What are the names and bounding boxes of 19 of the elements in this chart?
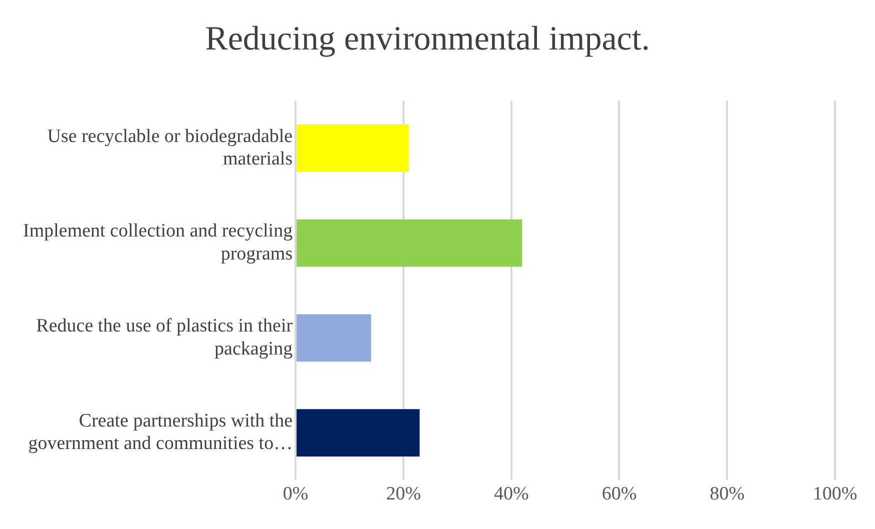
category-label: Implement collection and recycling [22,220,293,242]
x-tick-label: 100% [812,484,858,505]
x-tick-label: 40% [494,484,529,505]
category-label: Use recyclable or biodegradable [47,126,293,147]
category-label: government and communities to… [28,433,293,454]
bar [296,314,372,362]
bar [296,409,420,456]
x-tick-label: 20% [386,484,422,505]
category-label: materials [222,148,293,170]
category-label: Reduce the use of plastics in their [36,316,293,337]
category-label: packaging [214,338,293,360]
category-label: programs [220,243,293,264]
x-tick-label: 80% [710,484,745,505]
x-tick-label: 0% [282,484,308,505]
bar [296,219,522,267]
chart-title: Reducing environmental impact. [205,20,650,58]
bar [296,124,409,172]
x-tick-label: 60% [602,484,637,505]
category-label: Create partnerships with the [78,410,293,432]
